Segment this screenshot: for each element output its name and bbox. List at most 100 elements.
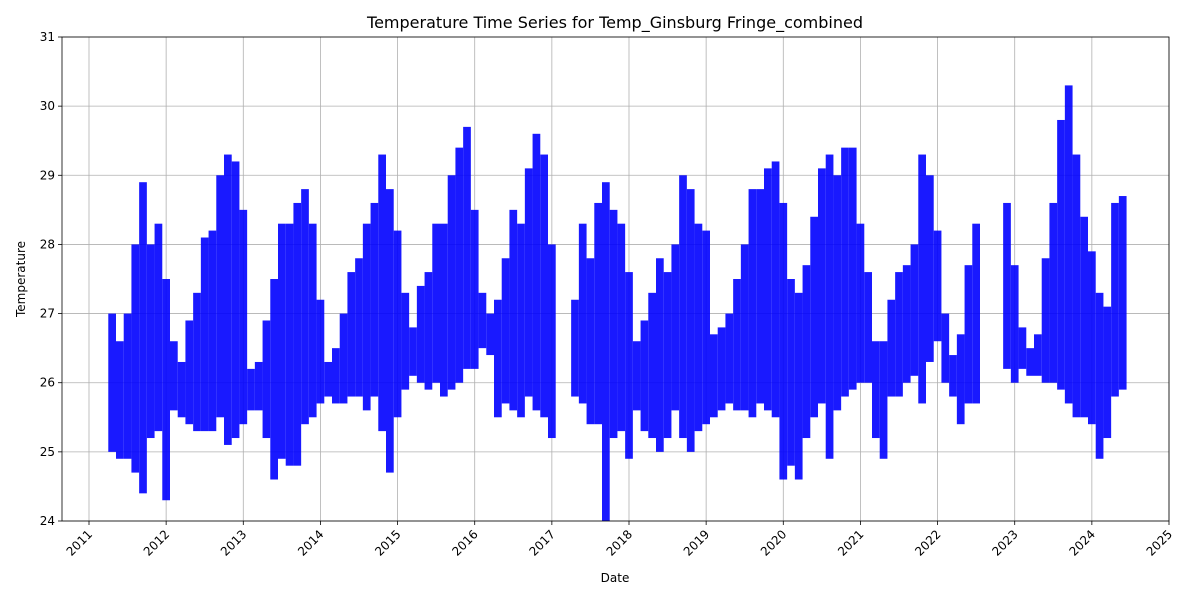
temperature-range (339, 313, 348, 404)
temperature-range (278, 223, 286, 459)
y-tick-label: 25 (40, 445, 55, 459)
data-layer (108, 85, 1127, 521)
temperature-range (540, 154, 548, 418)
temperature-range (355, 258, 363, 397)
temperature-range (656, 258, 664, 452)
y-tick-label: 24 (40, 514, 55, 528)
temperature-range (764, 168, 772, 411)
temperature-range (864, 272, 872, 383)
temperature-range (470, 209, 479, 369)
temperature-range (710, 334, 718, 418)
y-tick-label: 29 (40, 168, 55, 182)
temperature-range (1057, 119, 1065, 390)
temperature-range (872, 341, 880, 439)
temperature-range (632, 341, 641, 411)
y-axis-label: Temperature (14, 241, 28, 318)
temperature-range (1072, 154, 1081, 418)
temperature-range (494, 299, 502, 418)
temperature-range (810, 216, 818, 418)
temperature-range (602, 182, 610, 521)
temperature-range (293, 202, 302, 466)
temperature-range (740, 244, 749, 411)
temperature-range (524, 168, 533, 397)
temperature-range (625, 272, 633, 459)
temperature-range (679, 175, 687, 439)
temperature-range (401, 292, 410, 390)
temperature-range (370, 202, 379, 397)
temperature-range (694, 223, 703, 432)
temperature-range (771, 161, 780, 418)
temperature-range (1034, 334, 1042, 376)
temperature-range (239, 209, 248, 425)
temperature-range (463, 126, 471, 369)
temperature-range (1026, 348, 1034, 376)
temperature-range (378, 154, 386, 432)
temperature-range (617, 223, 626, 432)
plot-frame (61, 36, 1170, 522)
temperature-range (170, 341, 178, 411)
temperature-range (185, 320, 194, 425)
temperature-range (686, 189, 695, 452)
temperature-range (1103, 306, 1112, 439)
temperature-range (949, 355, 957, 397)
temperature-range (1111, 202, 1119, 397)
temperature-range (224, 154, 232, 445)
temperature-range (139, 182, 147, 494)
temperature-range (733, 279, 741, 411)
y-tick-label: 31 (40, 30, 55, 44)
temperature-range (964, 265, 973, 404)
temperature-range (648, 292, 656, 439)
temperature-range (154, 223, 163, 432)
temperature-range (578, 223, 587, 404)
temperature-range (640, 320, 649, 432)
temperature-range (478, 292, 487, 349)
temperature-range (841, 147, 849, 397)
temperature-range (972, 223, 980, 404)
temperature-range (856, 223, 865, 383)
chart-title: Temperature Time Series for Temp_Ginsbur… (366, 13, 863, 33)
temperature-range (486, 313, 494, 356)
temperature-range (1064, 85, 1073, 404)
temperature-range (671, 244, 680, 411)
temperature-range (146, 244, 155, 439)
temperature-range (1095, 292, 1104, 459)
temperature-range (177, 361, 186, 418)
temperature-range (825, 154, 834, 459)
temperature-range (787, 279, 795, 466)
temperature-range (848, 147, 857, 390)
temperature-range (424, 272, 433, 390)
y-tick-label: 26 (40, 376, 55, 390)
temperature-range (123, 313, 132, 459)
temperature-range (193, 292, 201, 432)
temperature-range (416, 285, 425, 383)
temperature-range (926, 175, 934, 362)
temperature-range (748, 189, 757, 418)
temperature-range (756, 189, 764, 404)
temperature-range (571, 299, 579, 397)
temperature-range (586, 258, 595, 425)
temperature-range (794, 292, 803, 480)
temperature-range (725, 313, 734, 404)
temperature-range (1018, 327, 1027, 369)
temperature-range (409, 327, 417, 376)
temperature-range (270, 279, 278, 480)
temperature-range (594, 202, 602, 425)
temperature-range (1010, 265, 1019, 383)
temperature-range (131, 244, 140, 473)
y-tick-label: 30 (40, 99, 55, 113)
temperature-range (509, 209, 518, 411)
temperature-range (941, 313, 950, 383)
temperature-range (200, 237, 209, 432)
temperature-range (347, 272, 356, 397)
temperature-range (332, 348, 340, 404)
temperature-range (501, 258, 510, 404)
temperature-range (216, 175, 224, 418)
temperature-range (532, 133, 541, 411)
temperature-range (1080, 216, 1088, 418)
temperature-range (918, 154, 926, 404)
temperature-range (818, 168, 826, 404)
temperature-range (208, 230, 217, 432)
temperature-range (802, 265, 811, 439)
temperature-range (548, 244, 556, 439)
